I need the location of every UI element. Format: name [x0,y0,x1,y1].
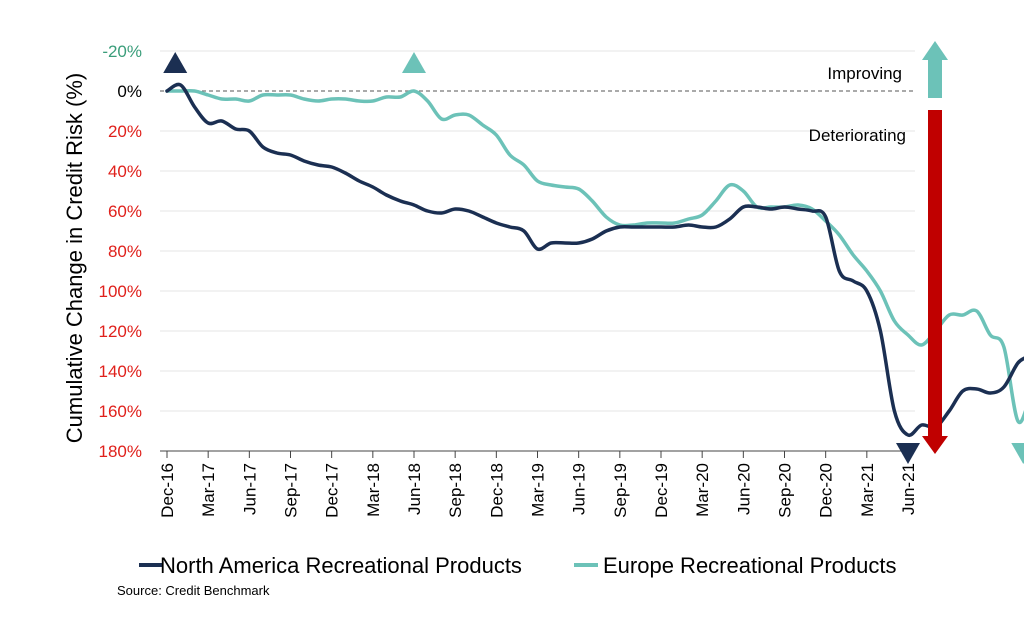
y-tick-labels: -20% 0% 20% 40% 60% 80% 100% 120% 140% 160% 180% [99,42,142,461]
y-tick-label: 160% [99,402,142,421]
x-tick-label: Mar-19 [529,463,548,517]
y-tick-label: 180% [99,442,142,461]
down-triangle-marker [896,443,920,464]
y-tick-label: 140% [99,362,142,381]
x-tick-label: Jun-18 [405,463,424,515]
y-tick-label: 20% [108,122,142,141]
x-tick-label: Dec-19 [652,463,671,518]
improving-arrow [922,41,948,98]
up-triangle-marker [402,52,426,73]
legend-label-europe: Europe Recreational Products [603,553,897,578]
x-tick-labels: Dec-16 Mar-17 Jun-17 Sep-17 Dec-17 Mar-18 Jun-… [158,451,918,518]
x-tick-label: Mar-20 [693,463,712,517]
y-tick-label: 80% [108,242,142,261]
x-tick-label: Jun-20 [734,463,753,515]
y-tick-label: 60% [108,202,142,221]
legend-label-north-america: North America Recreational Products [160,553,522,578]
x-tick-label: Sep-18 [446,463,465,518]
improving-label: Improving [827,64,902,83]
y-tick-label: 100% [99,282,142,301]
x-tick-label: Mar-21 [858,463,877,517]
event-markers [163,52,1024,464]
grid-lines [160,50,915,412]
source-note: Source: Credit Benchmark [117,583,270,598]
y-tick-label: -20% [102,42,142,61]
x-tick-label: Sep-20 [776,463,795,518]
x-tick-label: Dec-16 [158,463,177,518]
series-lines [165,82,1024,438]
y-axis-label: Cumulative Change in Credit Risk (%) [62,73,87,443]
series-line-europe [165,88,1024,425]
x-tick-label: Sep-17 [282,463,301,518]
x-tick-label: Jun-19 [570,463,589,515]
up-triangle-marker [163,52,188,73]
x-tick-label: Mar-17 [199,463,218,517]
deteriorating-arrow [922,110,948,454]
deteriorating-label: Deteriorating [809,126,906,145]
y-tick-label: 0% [117,82,142,101]
x-tick-label: Dec-20 [817,463,836,518]
x-tick-label: Dec-17 [323,463,342,518]
y-tick-label: 40% [108,162,142,181]
x-tick-label: Sep-19 [611,463,630,518]
x-tick-label: Jun-17 [240,463,259,515]
x-tick-label: Mar-18 [364,463,383,517]
down-triangle-marker [1011,443,1024,464]
x-tick-label: Jun-21 [899,463,918,515]
x-tick-label: Dec-18 [487,463,506,518]
series-line-north-america [165,82,1024,438]
legend: North America Recreational Products Euro… [139,553,897,578]
y-tick-label: 120% [99,322,142,341]
